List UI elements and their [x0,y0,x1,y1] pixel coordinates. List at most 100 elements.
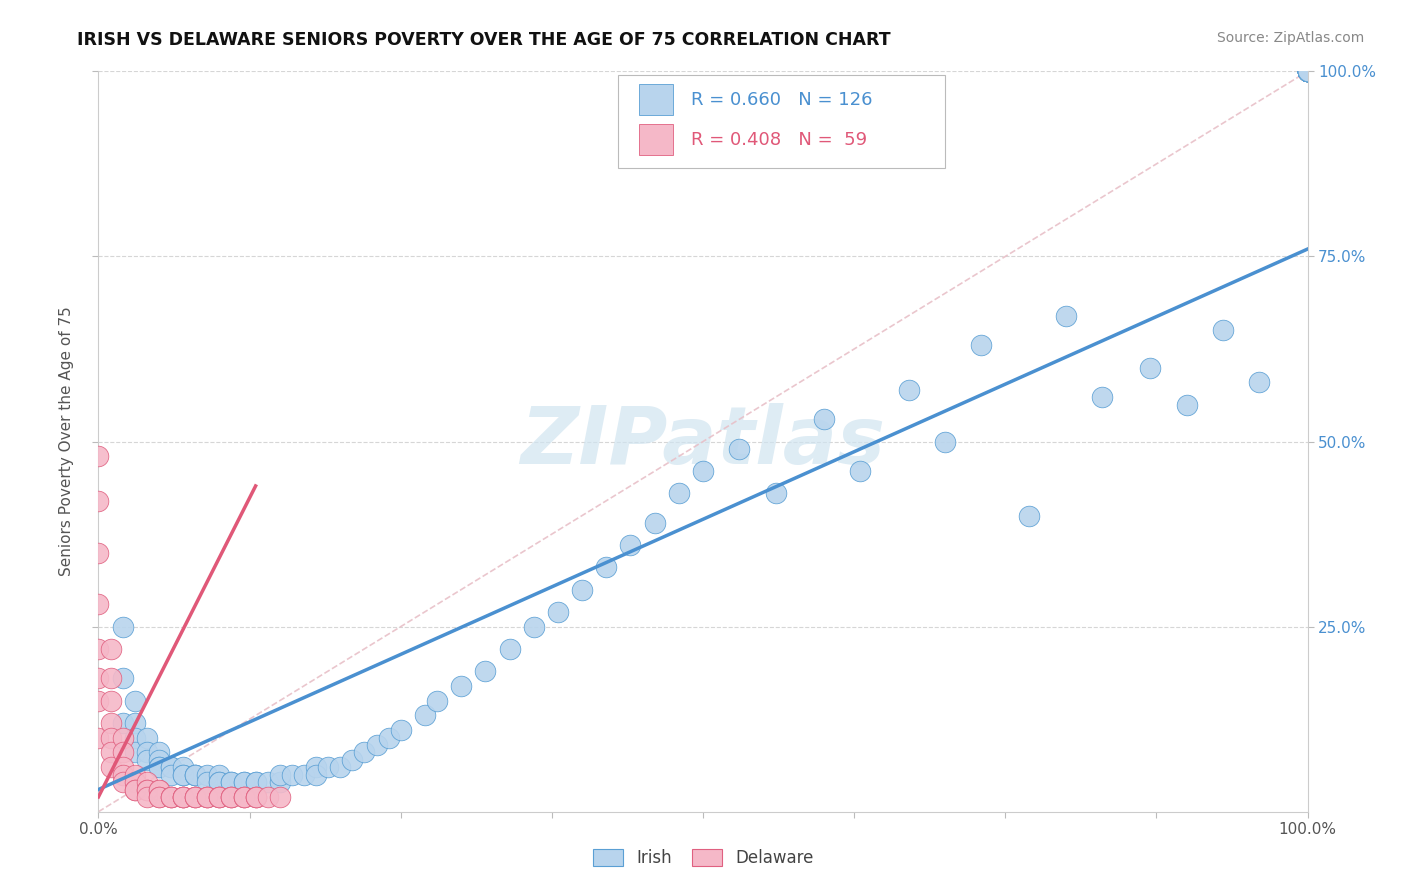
Point [124,715,146,730]
Point [245,789,267,804]
Point [135,746,157,760]
Point [1296,64,1319,78]
Point [1296,64,1319,78]
Point [160,789,183,804]
Point [232,775,254,789]
Point [644,516,666,530]
Point [100,672,122,686]
Point [1249,376,1271,390]
Point [124,782,146,797]
Point [160,760,183,774]
Point [221,775,243,789]
Point [1296,64,1319,78]
Point [765,486,787,500]
Point [148,789,170,804]
Point [87,598,110,612]
Point [1296,64,1319,78]
Point [195,789,218,804]
FancyBboxPatch shape [619,75,945,168]
Point [1296,64,1319,78]
Point [269,789,291,804]
Point [195,789,218,804]
Point [1296,64,1319,78]
Point [124,731,146,745]
Point [111,715,134,730]
Point [1296,64,1319,78]
Point [135,789,157,804]
Point [160,767,183,781]
Point [1296,64,1319,78]
Point [1054,309,1077,323]
Point [1139,360,1161,375]
Point [1296,64,1319,78]
Point [100,641,122,656]
Point [1296,64,1319,78]
Point [1296,64,1319,78]
Point [1296,64,1319,78]
Point [87,672,110,686]
Point [100,760,122,774]
Point [160,789,183,804]
Point [934,434,956,449]
Y-axis label: Seniors Poverty Over the Age of 75: Seniors Poverty Over the Age of 75 [59,307,75,576]
Point [668,486,690,500]
Point [245,789,267,804]
Point [87,450,110,464]
Point [1296,64,1319,78]
Point [208,775,231,789]
Point [897,383,920,397]
Point [221,789,243,804]
Point [329,760,352,774]
Point [813,412,835,426]
Point [148,746,170,760]
Bar [638,124,673,155]
Point [1296,64,1319,78]
Point [1296,64,1319,78]
Point [100,694,122,708]
Point [195,767,218,781]
Point [1296,64,1319,78]
Point [135,782,157,797]
Point [232,789,254,804]
Point [1296,64,1319,78]
Point [172,789,194,804]
Point [135,753,157,767]
Point [692,464,714,478]
Point [1296,64,1319,78]
Point [547,605,569,619]
Point [377,731,399,745]
Text: R = 0.660   N = 126: R = 0.660 N = 126 [690,91,872,109]
Point [292,767,315,781]
Point [450,679,472,693]
Point [87,493,110,508]
Point [474,664,496,678]
Point [498,641,520,656]
Point [256,789,278,804]
Point [245,775,267,789]
Point [1296,64,1319,78]
Point [305,767,328,781]
Point [269,767,291,781]
Point [195,775,218,789]
Point [1296,64,1319,78]
Point [1296,64,1319,78]
Point [172,789,194,804]
Point [208,767,231,781]
Point [523,619,546,633]
Point [148,782,170,797]
Point [208,789,231,804]
Point [1296,64,1319,78]
Point [728,442,751,456]
Point [184,789,207,804]
Point [1296,64,1319,78]
Point [135,775,157,789]
Point [1296,64,1319,78]
Point [1296,64,1319,78]
Point [111,775,134,789]
Point [87,546,110,560]
Point [100,731,122,745]
Point [595,560,617,574]
Point [1296,64,1319,78]
Text: ZIPatlas: ZIPatlas [520,402,886,481]
Point [342,753,364,767]
